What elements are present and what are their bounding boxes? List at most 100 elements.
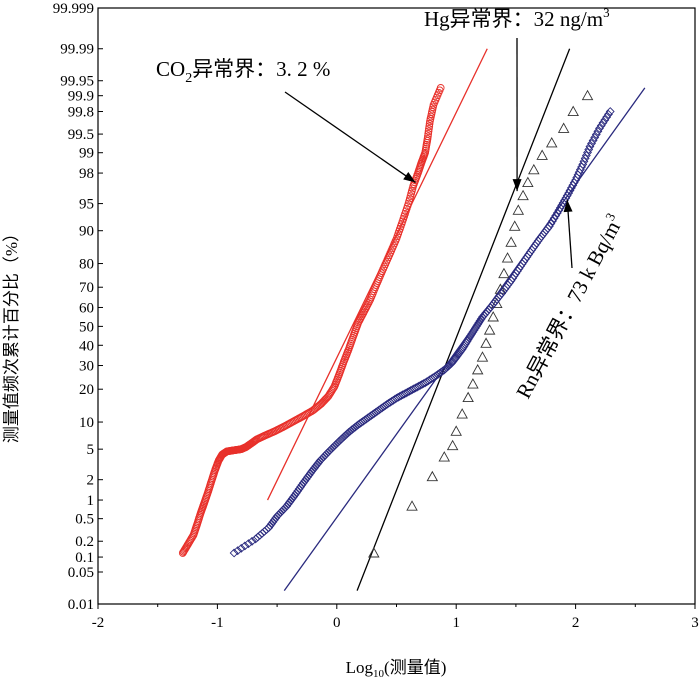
y-tick-label: 40 xyxy=(79,338,94,354)
y-tick-label: 30 xyxy=(79,359,94,375)
x-axis-title-rest: (测量值) xyxy=(384,658,446,677)
x-tick-label: 3 xyxy=(691,615,699,631)
y-tick-label: 2 xyxy=(87,473,95,489)
rn-data-point xyxy=(581,151,591,160)
y-tick-label: 95 xyxy=(79,197,94,213)
rn-data-point xyxy=(265,521,275,531)
y-tick-label: 98 xyxy=(79,166,94,182)
rn-data-point xyxy=(602,112,612,122)
rn-data-point xyxy=(264,523,274,533)
x-tick-label: -2 xyxy=(92,615,105,631)
rn-data-point xyxy=(585,142,595,151)
hg-data-point xyxy=(508,220,521,231)
y-tick-label: 0.1 xyxy=(75,550,94,566)
rn-data-point xyxy=(287,494,297,504)
hg-data-point xyxy=(450,425,462,436)
rn-data-point xyxy=(289,492,299,502)
rn-data-point xyxy=(307,466,317,476)
rn-data-point xyxy=(544,221,554,231)
rn-data-point xyxy=(578,159,588,169)
co2-annotation-suffix: 异常界：3. 2 % xyxy=(192,57,330,81)
rn-data-point xyxy=(548,216,557,226)
x-axis-title-subscript: 10 xyxy=(373,668,385,680)
rn-data-point xyxy=(605,107,615,116)
rn-data-point xyxy=(275,508,285,518)
rn-data-point xyxy=(546,219,556,229)
co2-data-point xyxy=(425,122,434,131)
y-tick-label: 50 xyxy=(79,319,94,335)
hg-data-point xyxy=(438,451,451,462)
rn-data-point xyxy=(293,486,303,496)
x-axis-title-main: Log xyxy=(346,658,374,677)
rn-data-point xyxy=(300,476,310,486)
y-tick-label: 60 xyxy=(79,300,94,316)
rn-data-point xyxy=(600,115,610,125)
hg-data-point xyxy=(446,439,459,451)
rn-data-point xyxy=(304,470,314,480)
x-tick-label: -1 xyxy=(211,615,224,631)
rn-data-point xyxy=(283,499,293,509)
rn-data-point xyxy=(296,482,306,492)
axes: -2 -1 0 1 2 3 0.01 0.050.10.2 0.5 1 2 5 10 20 30 40 50 60… xyxy=(53,1,699,631)
rn-data-point xyxy=(286,496,296,505)
co2-annotation-subscript: 2 xyxy=(185,71,192,86)
hg-data-point xyxy=(476,351,489,362)
rn-data-point xyxy=(323,447,333,457)
hg-data-point xyxy=(545,137,558,148)
hg-data-point xyxy=(487,311,499,322)
hg-data-point xyxy=(368,547,380,558)
hg-data-point xyxy=(483,324,496,335)
co2-annotation-label: CO2异常界：3. 2 % xyxy=(156,57,330,86)
rn-data-point xyxy=(311,461,321,471)
y-tick-label: 0.5 xyxy=(75,512,94,528)
rn-data-point xyxy=(587,139,596,148)
rn-data-point xyxy=(595,123,604,133)
rn-data-point xyxy=(580,153,590,163)
rn-data-point xyxy=(551,211,561,221)
y-tick-label: 99.99 xyxy=(60,42,94,58)
y-tick-label: 0.01 xyxy=(68,597,94,613)
rn-data-point xyxy=(282,501,292,511)
rn-data-point xyxy=(549,213,559,223)
rn-data-point xyxy=(314,458,324,467)
series-hg xyxy=(368,89,594,558)
rn-data-point xyxy=(322,449,331,459)
y-tick-label: 1 xyxy=(87,493,95,509)
hg-arrow-head xyxy=(512,179,522,192)
y-tick-label: 0.2 xyxy=(75,534,94,550)
rn-data-point xyxy=(583,148,592,157)
hg-data-point xyxy=(512,204,525,215)
hg-annotation-prefix: Hg异常界：32 ng/m xyxy=(424,7,603,31)
rn-data-point xyxy=(291,488,301,498)
rn-data-point xyxy=(305,468,315,478)
hg-annotation-superscript: 3 xyxy=(603,5,610,20)
y-tick-label: 99.8 xyxy=(68,105,94,121)
hg-data-point xyxy=(501,252,514,263)
hg-data-point xyxy=(528,163,540,175)
rn-data-point xyxy=(240,541,250,551)
hg-data-point xyxy=(517,189,529,201)
rn-data-point xyxy=(294,484,304,494)
hg-data-point xyxy=(581,89,594,101)
hg-data-point xyxy=(567,105,579,116)
rn-data-point xyxy=(290,490,300,500)
co2-data-point xyxy=(424,129,433,138)
co2-arrow-head xyxy=(403,172,416,183)
x-axis-title: Log10(测量值) xyxy=(346,658,447,680)
hg-data-point xyxy=(426,470,439,482)
rn-data-point xyxy=(268,517,278,527)
rn-data-point xyxy=(285,497,294,507)
y-tick-label: 90 xyxy=(79,224,94,240)
rn-data-point xyxy=(244,539,253,549)
rn-data-point xyxy=(297,480,307,490)
y-tick-label: 10 xyxy=(79,415,94,431)
co2-data-point xyxy=(423,134,432,143)
hg-data-point xyxy=(467,378,479,389)
rn-data-point xyxy=(247,536,257,546)
hg-data-point xyxy=(494,283,507,294)
rn-data-point xyxy=(277,506,287,516)
rn-data-point xyxy=(308,465,318,475)
x-tick-label: 0 xyxy=(333,615,341,631)
rn-data-point xyxy=(579,156,589,166)
